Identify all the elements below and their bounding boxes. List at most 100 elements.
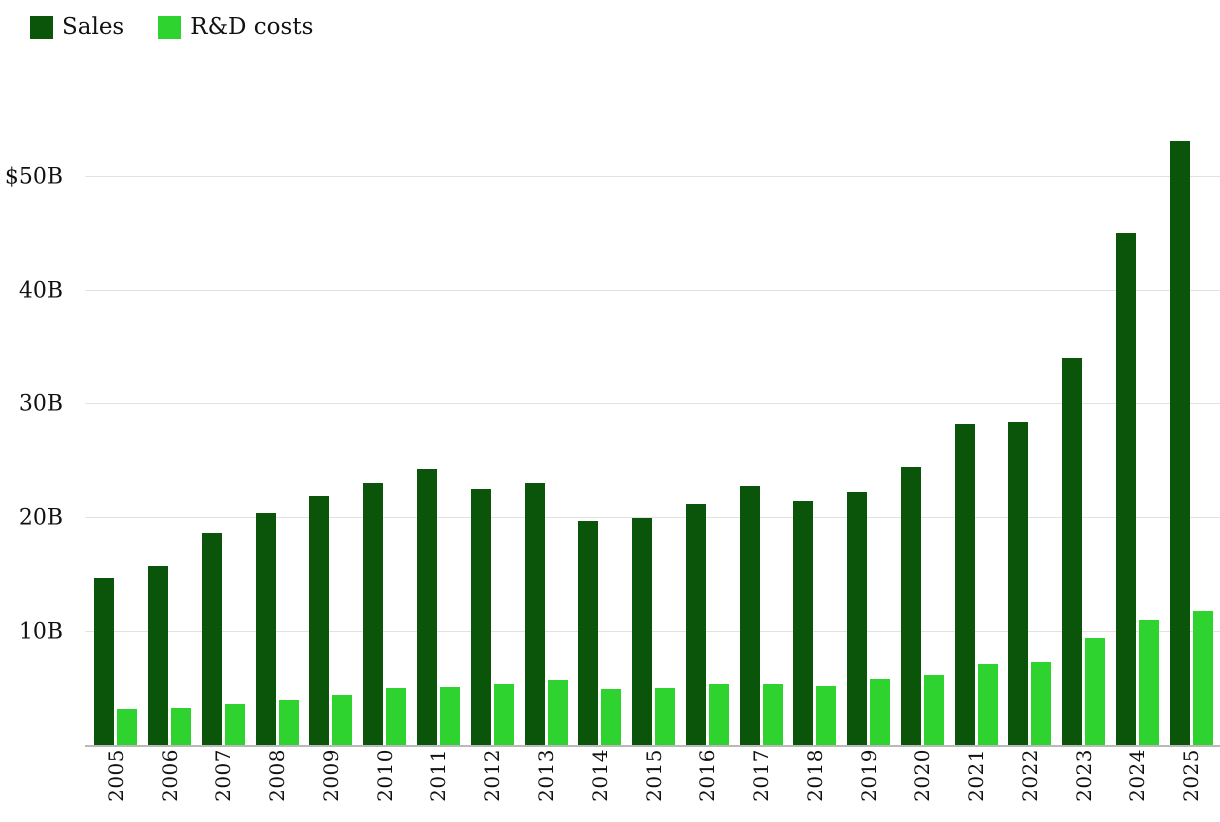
bar-group-2005 bbox=[89, 115, 143, 745]
x-tick-label-2025: 2025 bbox=[1179, 749, 1204, 802]
x-tick-label-2022: 2022 bbox=[1017, 749, 1042, 802]
x-tick-label-2015: 2015 bbox=[641, 749, 666, 802]
x-label-cell-2018: 2018 bbox=[788, 749, 842, 817]
x-tick-label-2020: 2020 bbox=[910, 749, 935, 802]
bar-sales-2023 bbox=[1062, 357, 1083, 745]
x-label-cell-2015: 2015 bbox=[627, 749, 681, 817]
legend-label-sales: Sales bbox=[62, 14, 125, 40]
bar-sales-2019 bbox=[847, 491, 868, 745]
bar-sales-2010 bbox=[363, 482, 384, 745]
bar-r-d-costs-2005 bbox=[117, 708, 138, 745]
gridline-40 bbox=[85, 289, 1220, 291]
bar-sales-2017 bbox=[739, 486, 760, 745]
bar-group-2024 bbox=[1111, 115, 1165, 745]
bar-r-d-costs-2012 bbox=[493, 683, 514, 745]
x-label-cell-2010: 2010 bbox=[358, 749, 412, 817]
bar-r-d-costs-2010 bbox=[386, 688, 407, 745]
gridline-20 bbox=[85, 516, 1220, 518]
x-label-cell-2025: 2025 bbox=[1164, 749, 1218, 817]
bar-r-d-costs-2019 bbox=[870, 679, 891, 745]
x-tick-label-2017: 2017 bbox=[749, 749, 774, 802]
bar-r-d-costs-2006 bbox=[171, 707, 192, 745]
bar-group-2018 bbox=[788, 115, 842, 745]
x-label-cell-2008: 2008 bbox=[250, 749, 304, 817]
bar-sales-2009 bbox=[309, 496, 330, 745]
y-tick-label-10: 10B bbox=[18, 619, 63, 644]
bar-sales-2011 bbox=[416, 469, 437, 745]
bar-group-2012 bbox=[465, 115, 519, 745]
bar-group-2025 bbox=[1164, 115, 1218, 745]
bar-r-d-costs-2022 bbox=[1031, 662, 1052, 745]
bar-sales-2018 bbox=[793, 500, 814, 745]
gridline-30 bbox=[85, 403, 1220, 405]
bar-r-d-costs-2023 bbox=[1085, 638, 1106, 745]
bar-sales-2024 bbox=[1115, 233, 1136, 745]
bar-r-d-costs-2018 bbox=[816, 686, 837, 745]
y-tick-label-20: 20B bbox=[18, 505, 63, 531]
x-label-cell-2019: 2019 bbox=[842, 749, 896, 817]
bar-group-2020 bbox=[895, 115, 949, 745]
legend-item-rnd-costs: R&D costs bbox=[158, 16, 313, 39]
x-label-cell-2022: 2022 bbox=[1003, 749, 1057, 817]
bar-r-d-costs-2007 bbox=[224, 704, 245, 745]
bar-group-2021 bbox=[949, 115, 1003, 745]
x-tick-label-2019: 2019 bbox=[856, 749, 881, 802]
bar-sales-2008 bbox=[255, 513, 276, 745]
x-tick-label-2016: 2016 bbox=[695, 749, 720, 802]
bar-sales-2007 bbox=[201, 532, 222, 745]
bar-sales-2021 bbox=[954, 423, 975, 745]
x-label-cell-2023: 2023 bbox=[1057, 749, 1111, 817]
legend-item-sales: Sales bbox=[30, 16, 124, 39]
x-tick-label-2014: 2014 bbox=[587, 749, 612, 802]
gridline-50 bbox=[85, 176, 1220, 178]
bar-group-2022 bbox=[1003, 115, 1057, 745]
y-tick-label-50: $50B bbox=[4, 164, 63, 190]
x-tick-label-2013: 2013 bbox=[534, 749, 558, 802]
x-tick-label-2018: 2018 bbox=[802, 749, 827, 802]
bar-group-2015 bbox=[627, 115, 681, 745]
bar-sales-2014 bbox=[578, 521, 599, 745]
rnd-costs-color-swatch bbox=[158, 16, 182, 39]
gridline-10 bbox=[85, 630, 1220, 632]
bar-group-2019 bbox=[842, 115, 896, 745]
chart-plot-area: 10B 20B 30B 40B $50B bbox=[5, 115, 1220, 747]
x-label-cell-2021: 2021 bbox=[949, 749, 1003, 817]
x-axis-labels: 2005 2006 2007 2008 2009 2010 2011 2012 2013 2014… bbox=[89, 749, 1218, 817]
x-label-cell-2006: 2006 bbox=[143, 749, 197, 817]
x-label-cell-2020: 2020 bbox=[895, 749, 949, 817]
x-tick-label-2009: 2009 bbox=[318, 749, 343, 802]
x-tick-label-2006: 2006 bbox=[157, 749, 182, 802]
bar-group-2009 bbox=[304, 115, 358, 745]
bar-sales-2025 bbox=[1169, 141, 1190, 745]
bar-group-2011 bbox=[412, 115, 466, 745]
bar-sales-2005 bbox=[94, 578, 115, 745]
bar-group-2016 bbox=[680, 115, 734, 745]
bar-r-d-costs-2016 bbox=[708, 683, 729, 745]
bar-r-d-costs-2014 bbox=[601, 689, 622, 745]
legend-label-rnd-costs: R&D costs bbox=[190, 14, 314, 40]
chart-legend: Sales R&D costs bbox=[30, 16, 313, 39]
bar-sales-2012 bbox=[470, 488, 491, 745]
bar-group-2006 bbox=[143, 115, 197, 745]
x-label-cell-2005: 2005 bbox=[89, 749, 143, 817]
bar-r-d-costs-2025 bbox=[1192, 611, 1213, 745]
bar-sales-2022 bbox=[1008, 421, 1029, 745]
sales-color-swatch bbox=[30, 16, 53, 39]
x-tick-label-2023: 2023 bbox=[1071, 749, 1096, 802]
bar-r-d-costs-2008 bbox=[278, 699, 299, 745]
bar-sales-2013 bbox=[524, 482, 545, 745]
bar-r-d-costs-2017 bbox=[762, 683, 783, 745]
x-label-cell-2024: 2024 bbox=[1111, 749, 1165, 817]
bar-group-2017 bbox=[734, 115, 788, 745]
x-label-cell-2012: 2012 bbox=[465, 749, 519, 817]
x-tick-label-2007: 2007 bbox=[211, 749, 236, 802]
bar-group-2007 bbox=[197, 115, 251, 745]
x-tick-label-2008: 2008 bbox=[265, 749, 290, 802]
x-tick-label-2012: 2012 bbox=[480, 749, 505, 802]
bar-r-d-costs-2020 bbox=[923, 674, 944, 745]
x-tick-label-2024: 2024 bbox=[1125, 749, 1150, 802]
x-label-cell-2016: 2016 bbox=[680, 749, 734, 817]
y-tick-label-30: 30B bbox=[18, 391, 63, 417]
bar-group-2008 bbox=[250, 115, 304, 745]
